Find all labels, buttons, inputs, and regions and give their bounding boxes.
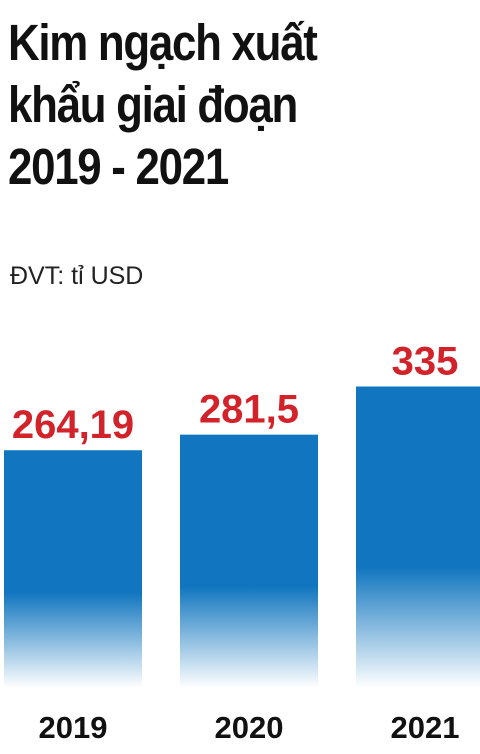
value-label-2020: 281,5 <box>199 388 299 432</box>
bar-2019 <box>4 450 142 688</box>
category-label-2019: 2019 <box>39 710 108 745</box>
value-labels-group: 264,19 281,5 335 <box>12 340 459 448</box>
category-label-2020: 2020 <box>215 710 284 745</box>
category-labels-group: 2019 2020 2021 <box>39 710 460 745</box>
chart-title-line-1: Kim ngạch xuất <box>8 14 318 71</box>
value-label-2019: 264,19 <box>12 403 134 447</box>
chart-title-line-3: 2019 - 2021 <box>8 138 229 195</box>
chart-title: Kim ngạch xuất khẩu giai đoạn 2019 - 202… <box>8 12 404 198</box>
category-label-2021: 2021 <box>391 710 460 745</box>
value-label-2021: 335 <box>392 340 459 384</box>
chart-title-line-2: khẩu giai đoạn <box>8 76 298 133</box>
unit-label: ĐVT: tỉ USD <box>10 262 144 290</box>
bar-2020 <box>180 434 318 688</box>
bars-group <box>4 386 480 688</box>
bar-2021 <box>356 386 480 688</box>
